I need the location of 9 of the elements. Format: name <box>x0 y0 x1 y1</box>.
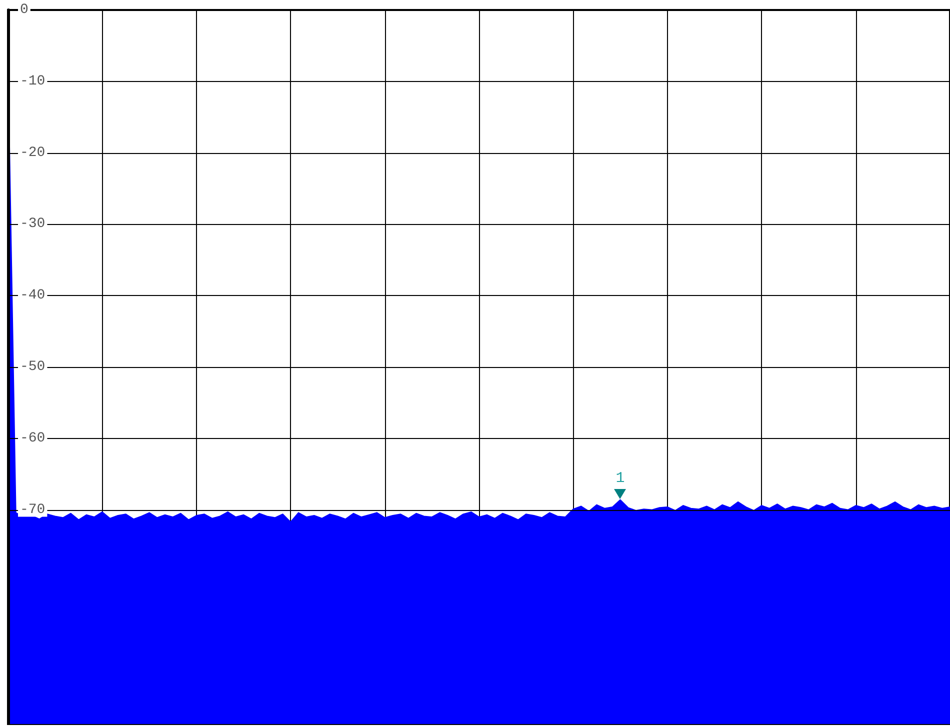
y-tick-label: -20 <box>20 144 46 161</box>
y-tick-label: -10 <box>20 73 46 90</box>
y-tick-label: -30 <box>20 216 46 232</box>
y-tick-label: -70 <box>20 502 46 518</box>
y-tick-label: -60 <box>20 430 46 446</box>
y-tick-label: -40 <box>20 288 46 304</box>
y-tick-label: -50 <box>20 359 46 375</box>
annotation: 1 <box>614 470 626 487</box>
y-tick-label: 0 <box>20 2 28 18</box>
